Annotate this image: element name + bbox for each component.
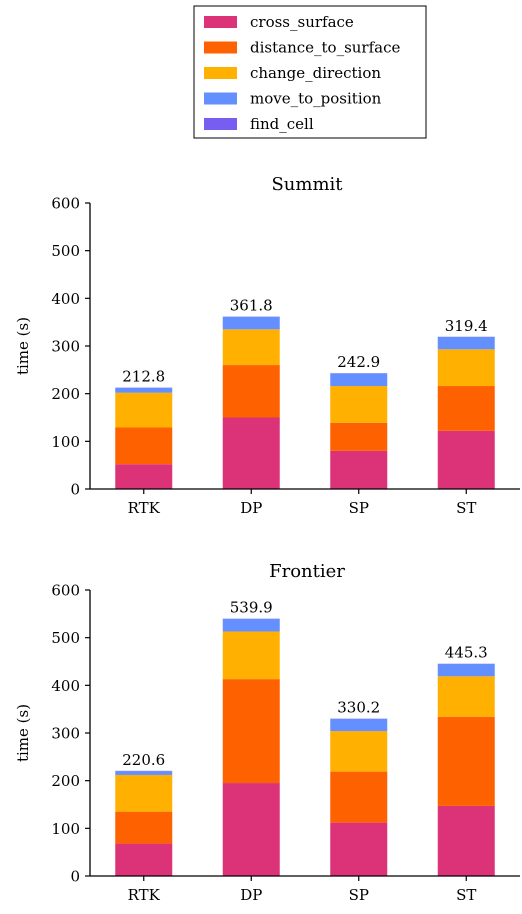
legend-label-find-cell: find_cell [250, 115, 314, 133]
summit-bar-sp-distance-to-surface [330, 423, 387, 451]
frontier-xtick-label-dp: DP [240, 886, 262, 904]
legend-label-cross-surface: cross_surface [250, 13, 354, 31]
legend-label-change-direction: change_direction [250, 64, 381, 82]
frontier-bar-sp-change-direction [330, 731, 387, 772]
summit-ytick-label: 100 [51, 433, 80, 451]
summit-ylabel: time (s) [14, 317, 32, 375]
frontier-ytick-label: 100 [51, 820, 80, 838]
summit-xtick-label-rtk: RTK [128, 499, 161, 517]
summit-xtick-label-st: ST [456, 499, 476, 517]
summit-ytick-label: 200 [51, 385, 80, 403]
summit-bar-rtk-distance-to-surface [115, 428, 172, 465]
frontier-xtick-label-rtk: RTK [128, 886, 161, 904]
summit-total-label-sp: 242.9 [337, 353, 380, 371]
frontier-bar-dp-cross-surface [223, 783, 280, 876]
frontier-xtick-label-sp: SP [349, 886, 369, 904]
frontier-xtick-label-st: ST [456, 886, 476, 904]
frontier-ytick-label: 600 [51, 582, 80, 600]
frontier-bar-sp-move-to-position [330, 719, 387, 731]
frontier-ytick-label: 300 [51, 725, 80, 743]
summit-total-label-rtk: 212.8 [122, 368, 165, 386]
charts: Summit time (s) 0 100 200 300 400 500 600 212.8 RT… [14, 174, 520, 904]
summit-bar-dp-change-direction [223, 329, 280, 365]
summit-bar-rtk-move-to-position [115, 388, 172, 393]
summit-xtick-label-dp: DP [240, 499, 262, 517]
summit-ytick-label: 600 [51, 195, 80, 213]
legend-swatch-cross-surface [204, 16, 237, 28]
summit-title: Summit [271, 174, 343, 195]
summit-bar-dp-cross-surface [223, 418, 280, 490]
summit-ytick-label: 300 [51, 338, 80, 356]
frontier-bar-dp-change-direction [223, 631, 280, 679]
frontier-bar-dp-move-to-position [223, 619, 280, 632]
frontier-total-label-dp: 539.9 [230, 599, 273, 617]
legend: cross_surface distance_to_surface change_d… [194, 6, 426, 138]
frontier-total-label-rtk: 220.6 [122, 751, 165, 769]
frontier-ytick-label: 200 [51, 772, 80, 790]
summit-bar-st-change-direction [438, 349, 495, 386]
frontier-bar-st-move-to-position [438, 664, 495, 676]
summit-bar-sp-change-direction [330, 386, 387, 423]
frontier-bar-st-change-direction [438, 676, 495, 717]
summit-bar-rtk-change-direction [115, 393, 172, 428]
frontier-title: Frontier [269, 561, 345, 582]
frontier-bar-rtk-distance-to-surface [115, 812, 172, 844]
summit-total-label-dp: 361.8 [230, 297, 273, 315]
frontier-ytick-label: 0 [70, 868, 80, 886]
summit-bar-st-distance-to-surface [438, 386, 495, 431]
frontier-bar-st-cross-surface [438, 806, 495, 876]
frontier-ylabel: time (s) [14, 704, 32, 762]
frontier-total-label-st: 445.3 [445, 644, 488, 662]
summit-bar-rtk-cross-surface [115, 464, 172, 489]
summit-bar-sp-move-to-position [330, 373, 387, 386]
summit-bar-dp-move-to-position [223, 317, 280, 330]
frontier-total-label-sp: 330.2 [337, 699, 380, 717]
summit-chart: Summit time (s) 0 100 200 300 400 500 600 212.8 RT… [14, 174, 520, 517]
summit-bar-st-cross-surface [438, 431, 495, 489]
summit-xtick-label-sp: SP [349, 499, 369, 517]
summit-bar-sp-cross-surface [330, 451, 387, 489]
summit-bar-st-move-to-position [438, 337, 495, 349]
frontier-chart: Frontier time (s) 0 100 200 300 400 500 600 220.6… [14, 561, 520, 904]
legend-swatch-distance-to-surface [204, 42, 237, 54]
legend-swatch-find-cell [204, 118, 237, 130]
frontier-bar-rtk-change-direction [115, 775, 172, 812]
legend-swatch-move-to-position [204, 93, 237, 105]
summit-ytick-label: 400 [51, 290, 80, 308]
legend-label-distance-to-surface: distance_to_surface [250, 39, 400, 57]
frontier-bar-sp-distance-to-surface [330, 772, 387, 823]
legend-label-move-to-position: move_to_position [250, 90, 382, 108]
frontier-bar-sp-cross-surface [330, 823, 387, 876]
frontier-ytick-label: 400 [51, 677, 80, 695]
frontier-ytick-label: 500 [51, 629, 80, 647]
frontier-bar-rtk-cross-surface [115, 844, 172, 876]
summit-total-label-st: 319.4 [445, 317, 488, 335]
frontier-bar-rtk-move-to-position [115, 771, 172, 775]
summit-bar-dp-distance-to-surface [223, 365, 280, 417]
frontier-bar-dp-distance-to-surface [223, 679, 280, 783]
legend-swatch-change-direction [204, 67, 237, 79]
summit-ytick-label: 500 [51, 242, 80, 260]
frontier-bar-st-distance-to-surface [438, 717, 495, 806]
summit-ytick-label: 0 [70, 481, 80, 499]
